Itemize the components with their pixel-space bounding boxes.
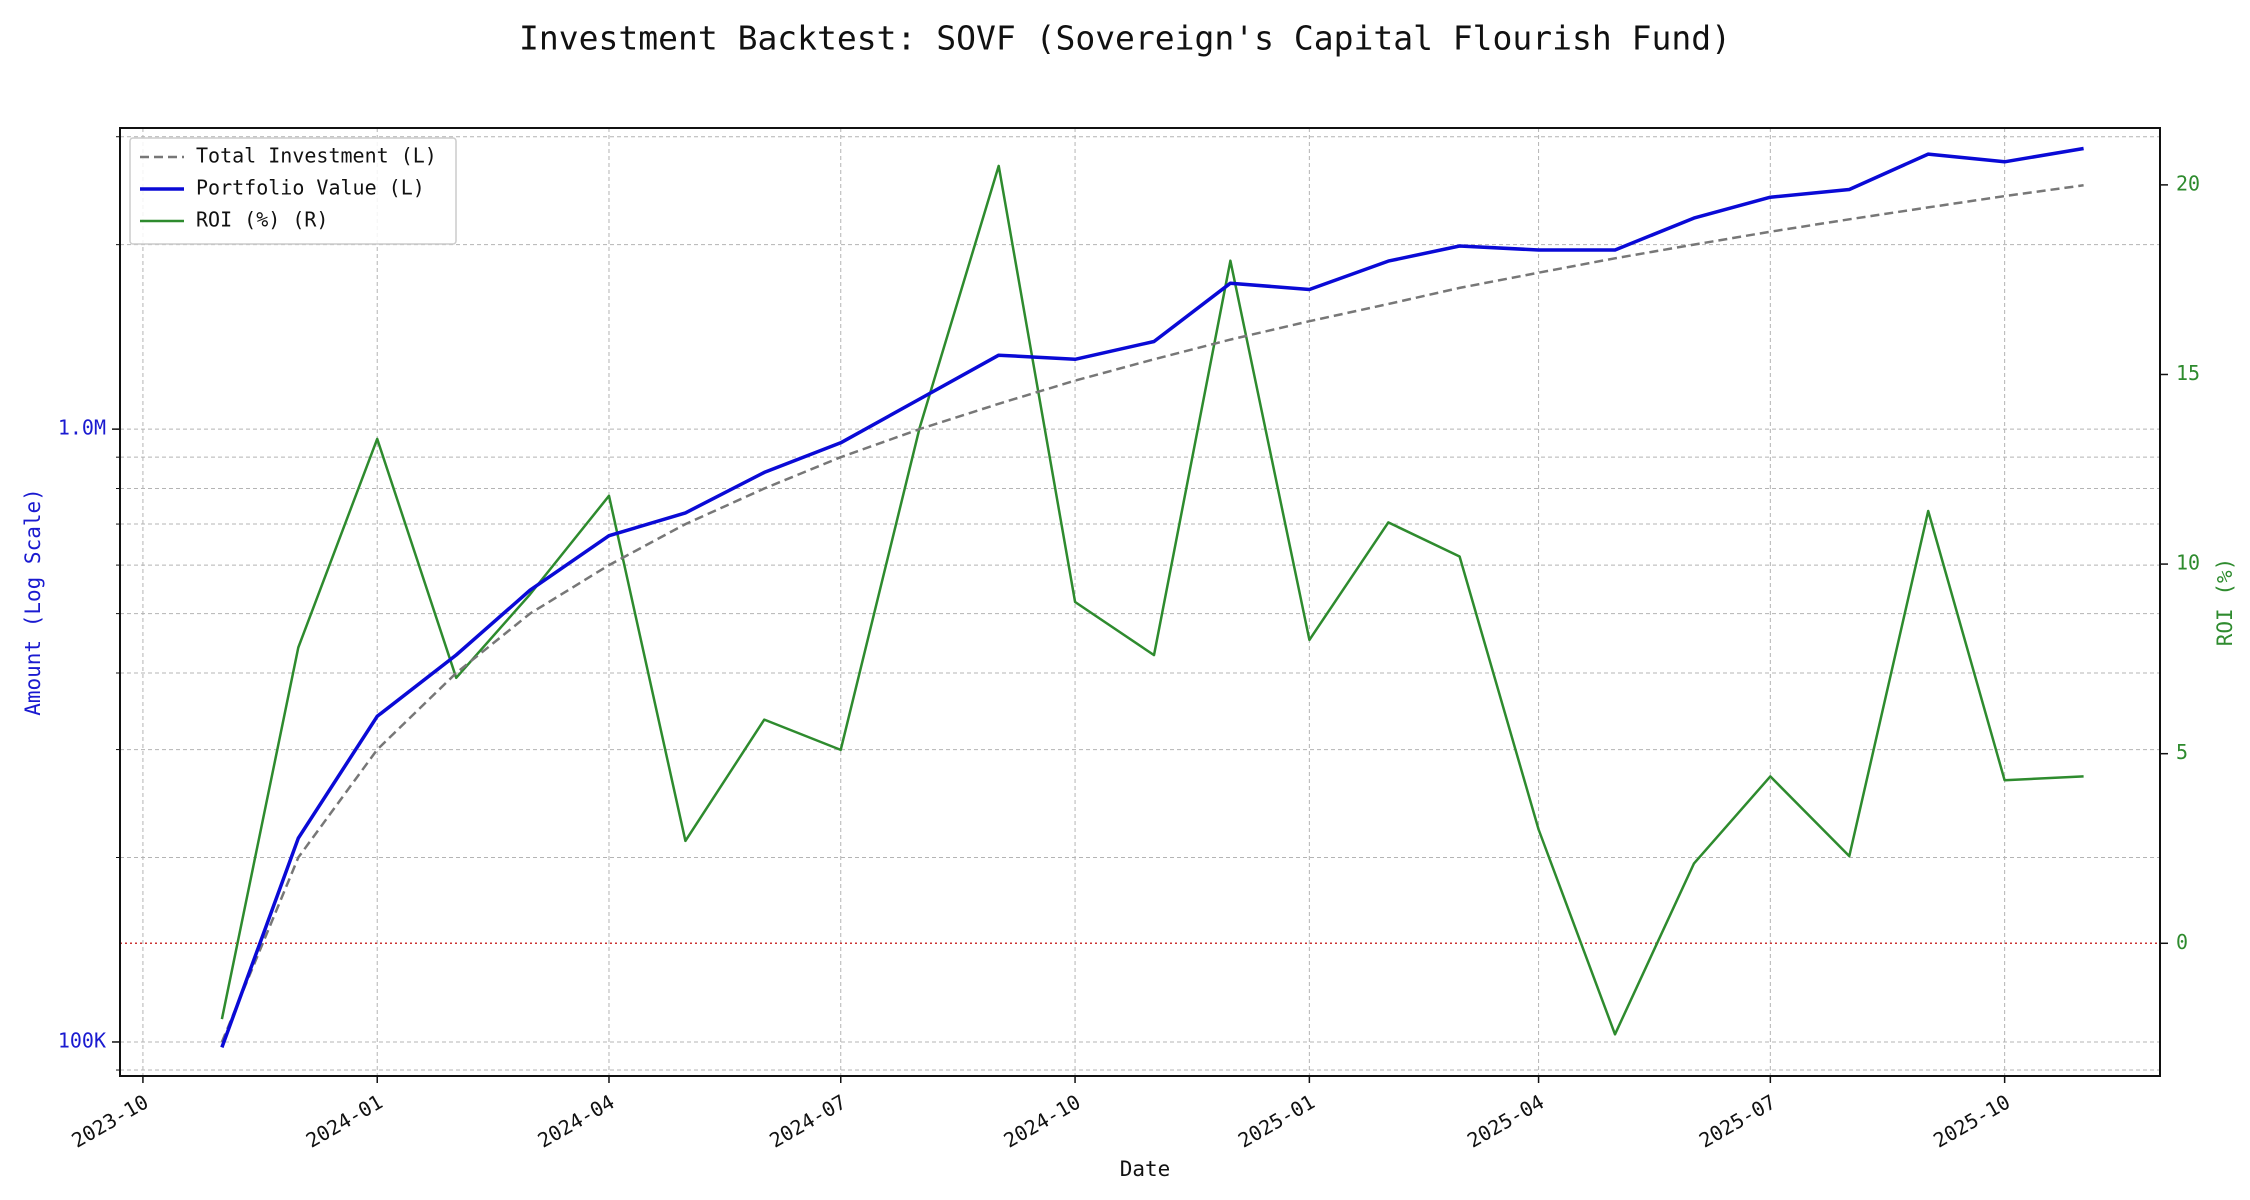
y-axis-left: 100K 1.0M — [58, 136, 120, 1071]
series-line-2 — [220, 164, 2084, 1036]
y-right-tick-label: 20 — [2176, 171, 2200, 195]
y-right-tick-label: 5 — [2176, 740, 2188, 764]
legend-label: Total Investment (L) — [196, 144, 437, 168]
chart-title: Investment Backtest: SOVF (Sovereign's C… — [519, 19, 1731, 58]
y-left-tick-label: 100K — [58, 1028, 106, 1052]
grid — [120, 128, 2160, 1076]
series-group — [220, 146, 2084, 1049]
x-axis-label: Date — [1120, 1157, 1171, 1181]
plot-frame — [119, 127, 2161, 1077]
y-right-tick-label: 15 — [2176, 361, 2200, 385]
y-axis-right-label: ROI (%) — [2213, 558, 2237, 647]
y-axis-right: 0 5 10 15 20 — [2160, 171, 2200, 954]
y-left-tick-label: 1.0M — [58, 416, 106, 440]
legend-label: Portfolio Value (L) — [196, 176, 425, 200]
y-right-tick-label: 10 — [2176, 551, 2200, 575]
series-line-1 — [220, 146, 2084, 1049]
y-right-tick-label: 0 — [2176, 930, 2188, 954]
series-line-0 — [220, 184, 2084, 1043]
y-axis-left-label: Amount (Log Scale) — [21, 488, 45, 716]
legend-label: ROI (%) (R) — [196, 208, 328, 232]
legend: Total Investment (L) Portfolio Value (L) R… — [129, 137, 457, 245]
legend-box — [129, 137, 457, 245]
